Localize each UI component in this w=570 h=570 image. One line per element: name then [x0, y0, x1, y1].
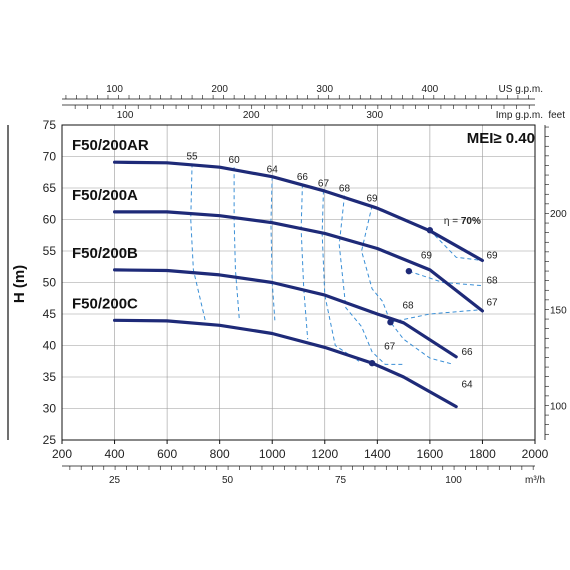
usgpm-unit-label: US g.p.m.	[499, 84, 543, 95]
best-efficiency-point	[368, 359, 376, 367]
x-tick-label: 600	[157, 447, 177, 461]
x-tick-label: 2000	[522, 447, 549, 461]
feet-tick-label: 100	[550, 401, 567, 412]
y-tick-label: 40	[43, 339, 57, 353]
head-curves	[113, 160, 484, 409]
x-tick-label: 1000	[259, 447, 286, 461]
efficiency-end-label-66: 66	[461, 347, 473, 358]
usgpm-tick-label: 300	[316, 84, 333, 95]
head-curve-F50/200A	[113, 210, 484, 313]
curve-name-F50/200B: F50/200B	[72, 245, 138, 262]
efficiency-label-60: 60	[229, 155, 241, 166]
efficiency-end-label-67: 67	[486, 298, 498, 309]
x-tick-label: 400	[105, 447, 125, 461]
y-tick-label: 30	[43, 402, 57, 416]
best-efficiency-point	[426, 227, 434, 234]
x-tick-label: 1800	[469, 447, 496, 461]
usgpm-tick-label: 100	[106, 84, 123, 95]
x-tick-label: 1200	[311, 447, 338, 461]
efficiency-end-label-64: 64	[461, 380, 473, 391]
efficiency-line-55	[190, 163, 206, 321]
efficiency-label-69: 69	[367, 194, 379, 205]
x-tick-label: 800	[210, 447, 230, 461]
feet-tick-label: 150	[550, 306, 567, 317]
m3h-tick-label: 25	[109, 475, 121, 486]
head-curve-F50/200C	[113, 318, 458, 409]
impgpm-unit-label: Imp g.p.m.	[496, 110, 543, 121]
head-curve-F50/200B	[113, 268, 458, 359]
usgpm-tick-label: 400	[422, 84, 439, 95]
y-tick-label: 55	[43, 244, 57, 258]
efficiency-line-68	[338, 195, 404, 365]
efficiency-line-64	[270, 176, 276, 321]
efficiency-label-66: 66	[297, 172, 309, 183]
curve-name-F50/200C: F50/200C	[72, 295, 138, 312]
efficiency-connector	[408, 270, 483, 287]
feet-unit-label: feet	[548, 110, 565, 121]
efficiency-label-67: 67	[318, 179, 330, 190]
efficiency-line-66	[300, 184, 309, 340]
x-tick-label: 1600	[417, 447, 444, 461]
eta-value: 70%	[461, 216, 481, 227]
best-efficiency-point	[405, 267, 413, 275]
head-curve-F50/200AR	[113, 160, 484, 263]
usgpm-tick-label: 200	[211, 84, 228, 95]
eta-label: η = 70%	[444, 216, 481, 227]
efficiency-end-label-69: 69	[486, 250, 498, 261]
m3h-tick-label: 75	[335, 475, 347, 486]
m3h-tick-label: 50	[222, 475, 234, 486]
y-tick-label: 70	[43, 150, 57, 164]
x-tick-label: 200	[52, 447, 72, 461]
plot-frame	[61, 124, 536, 441]
efficiency-line-69	[361, 205, 454, 365]
efficiency-end-label-68: 68	[486, 276, 498, 287]
y-tick-label: 50	[43, 276, 57, 290]
efficiency-line-67	[321, 190, 360, 362]
y-tick-label: 45	[43, 307, 57, 321]
efficiency-connector	[429, 229, 483, 261]
efficiency-inline-label-68: 68	[402, 301, 414, 312]
efficiency-lines	[190, 163, 483, 365]
efficiency-label-55: 55	[187, 151, 199, 162]
y-tick-label: 25	[43, 433, 57, 447]
y-tick-label: 65	[43, 181, 57, 195]
x-tick-label: 1400	[364, 447, 391, 461]
chart-axes: 200 400 600 800 1000 1200 1400 1600 1800 2000 25 30…	[7, 84, 567, 486]
y-axis-title: H (m)	[11, 265, 28, 303]
m3h-tick-label: 100	[445, 475, 462, 486]
efficiency-label-64: 64	[267, 165, 279, 176]
impgpm-tick-label: 300	[366, 110, 383, 121]
efficiency-inline-label-69: 69	[421, 250, 433, 261]
impgpm-tick-label: 100	[117, 110, 134, 121]
curve-name-F50/200AR: F50/200AR	[72, 137, 149, 154]
y-tick-label: 75	[43, 118, 57, 132]
plot-border	[61, 124, 536, 441]
impgpm-tick-label: 200	[243, 110, 260, 121]
efficiency-line-60	[233, 167, 240, 321]
mei-label: MEI≥ 0.40	[467, 130, 535, 147]
chart-labels: 55 60 64 66 67 68 69 69 68 67 66 64 69 68 67 F50/200AR F…	[72, 137, 498, 390]
feet-tick-label: 200	[550, 209, 567, 220]
y-tick-label: 35	[43, 370, 57, 384]
efficiency-inline-label-67: 67	[384, 342, 396, 353]
best-efficiency-point	[387, 318, 394, 326]
y-tick-label: 60	[43, 213, 57, 227]
m3h-unit-label: m³/h	[525, 475, 545, 486]
curve-name-F50/200A: F50/200A	[72, 187, 138, 204]
efficiency-label-68: 68	[339, 184, 351, 195]
